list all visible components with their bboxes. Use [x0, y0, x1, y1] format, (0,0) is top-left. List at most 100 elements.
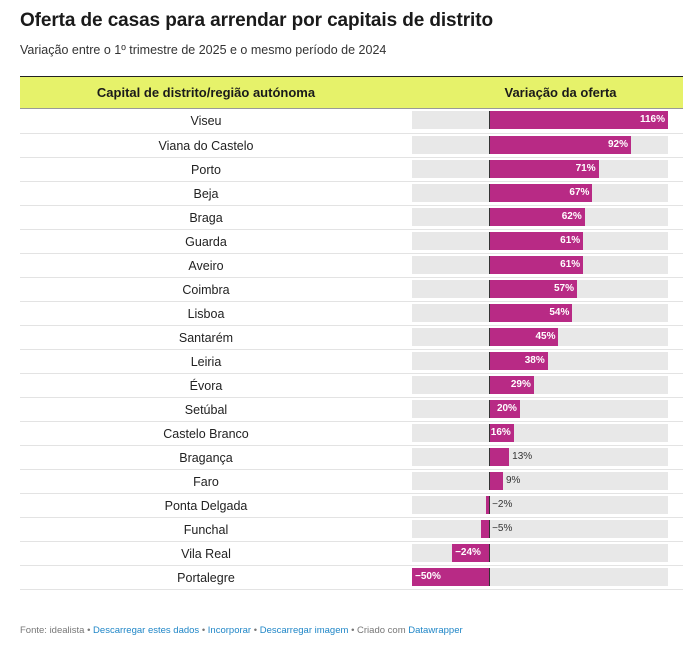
region-label: Beja: [193, 187, 219, 201]
table-row: Viana do Castelo 92%: [20, 134, 683, 158]
region-label: Portalegre: [177, 571, 235, 585]
bar-track: 61%: [412, 232, 668, 250]
column-header-variation: Variação da oferta: [504, 85, 617, 100]
value-label: 71%: [575, 163, 596, 174]
download-image-link[interactable]: Descarregar imagem: [259, 625, 349, 636]
bar-track: 92%: [412, 136, 668, 154]
created-with-text: Criado com: [357, 625, 406, 636]
region-label: Vila Real: [181, 547, 231, 561]
bar: [489, 280, 577, 298]
region-label: Guarda: [185, 235, 227, 249]
bar: [489, 208, 585, 226]
region-label: Aveiro: [188, 259, 224, 273]
table-row: Santarém 45%: [20, 326, 683, 350]
embed-link[interactable]: Incorporar: [207, 625, 252, 636]
bar: [489, 136, 631, 154]
value-label: 20%: [496, 403, 517, 414]
bar-track: 29%: [412, 376, 668, 394]
zero-line: [489, 472, 491, 490]
table-row: Bragança 13%: [20, 446, 683, 470]
zero-line: [489, 520, 491, 538]
region-label: Viseu: [190, 114, 222, 128]
region-label: Castelo Branco: [163, 427, 249, 441]
bar: [489, 304, 573, 322]
chart-footer: Fonte: idealista • Descarregar estes dad…: [20, 625, 463, 636]
datawrapper-link[interactable]: Datawrapper: [408, 625, 463, 636]
table-row: Lisboa 54%: [20, 302, 683, 326]
region-label: Lisboa: [187, 307, 225, 321]
zero-line: [489, 304, 491, 322]
bar-track: 62%: [412, 208, 668, 226]
region-label: Funchal: [183, 523, 229, 537]
zero-line: [489, 568, 491, 586]
table-row: Beja 67%: [20, 182, 683, 206]
region-label: Braga: [189, 211, 223, 225]
value-label: −5%: [492, 523, 513, 534]
value-label: −2%: [492, 499, 513, 510]
zero-line: [489, 184, 491, 202]
bar-track: 57%: [412, 280, 668, 298]
bar-track: −50%: [412, 568, 668, 586]
zero-line: [489, 496, 491, 514]
bar: [489, 472, 503, 490]
table-row: Évora 29%: [20, 374, 683, 398]
value-label: 9%: [505, 475, 521, 486]
separator: •: [87, 625, 91, 636]
zero-line: [489, 111, 491, 129]
zero-line: [489, 136, 491, 154]
table-row: Viseu 116%: [20, 109, 683, 134]
value-label: 16%: [490, 427, 511, 438]
bar: [489, 232, 584, 250]
bar-track: 71%: [412, 160, 668, 178]
chart-subtitle: Variação entre o 1º trimestre de 2025 e …: [20, 43, 387, 57]
table-row: Leiria 38%: [20, 350, 683, 374]
region-label: Évora: [189, 379, 223, 393]
bar: [489, 400, 520, 418]
value-label: 92%: [607, 139, 628, 150]
bar-track: 54%: [412, 304, 668, 322]
bar: [452, 544, 490, 562]
bar-track: −24%: [412, 544, 668, 562]
table-row: Faro 9%: [20, 470, 683, 494]
table-body: Viseu 116% Viana do Castelo 92% Porto 71% Beja…: [20, 108, 683, 590]
zero-line: [489, 232, 491, 250]
bar: [489, 376, 534, 394]
region-label: Ponta Delgada: [164, 499, 248, 513]
column-header-region: Capital de distrito/região autónoma: [96, 85, 316, 100]
value-label: −24%: [455, 547, 481, 558]
bar: [489, 256, 584, 274]
zero-line: [489, 448, 491, 466]
table-row: Vila Real −24%: [20, 542, 683, 566]
value-label: 67%: [569, 187, 590, 198]
separator: •: [351, 625, 355, 636]
region-label: Porto: [191, 163, 221, 177]
table-row: Portalegre −50%: [20, 566, 683, 590]
table-row: Braga 62%: [20, 206, 683, 230]
bar: [489, 160, 599, 178]
region-label: Leiria: [190, 355, 222, 369]
separator: •: [253, 625, 258, 636]
value-label: 45%: [535, 331, 556, 342]
bar-track: −2%: [412, 496, 668, 514]
value-label: 13%: [512, 451, 533, 462]
value-label: 57%: [554, 283, 575, 294]
table-row: Coimbra 57%: [20, 278, 683, 302]
table-row: Aveiro 61%: [20, 254, 683, 278]
bar: [489, 352, 548, 370]
chart-title: Oferta de casas para arrendar por capita…: [20, 10, 493, 31]
table-header: Capital de distrito/região autónoma Vari…: [20, 76, 683, 108]
table-row: Castelo Branco 16%: [20, 422, 683, 446]
bar: [481, 520, 490, 538]
zero-line: [489, 424, 491, 442]
table-row: Porto 71%: [20, 158, 683, 182]
zero-line: [489, 544, 491, 562]
bar-track: 45%: [412, 328, 668, 346]
zero-line: [489, 160, 491, 178]
download-data-link[interactable]: Descarregar estes dados: [93, 625, 200, 636]
region-label: Coimbra: [182, 283, 230, 297]
value-label: 61%: [560, 235, 581, 246]
region-label: Viana do Castelo: [158, 139, 254, 153]
bar: [489, 184, 593, 202]
bar-track: 20%: [412, 400, 668, 418]
bar-track: 61%: [412, 256, 668, 274]
